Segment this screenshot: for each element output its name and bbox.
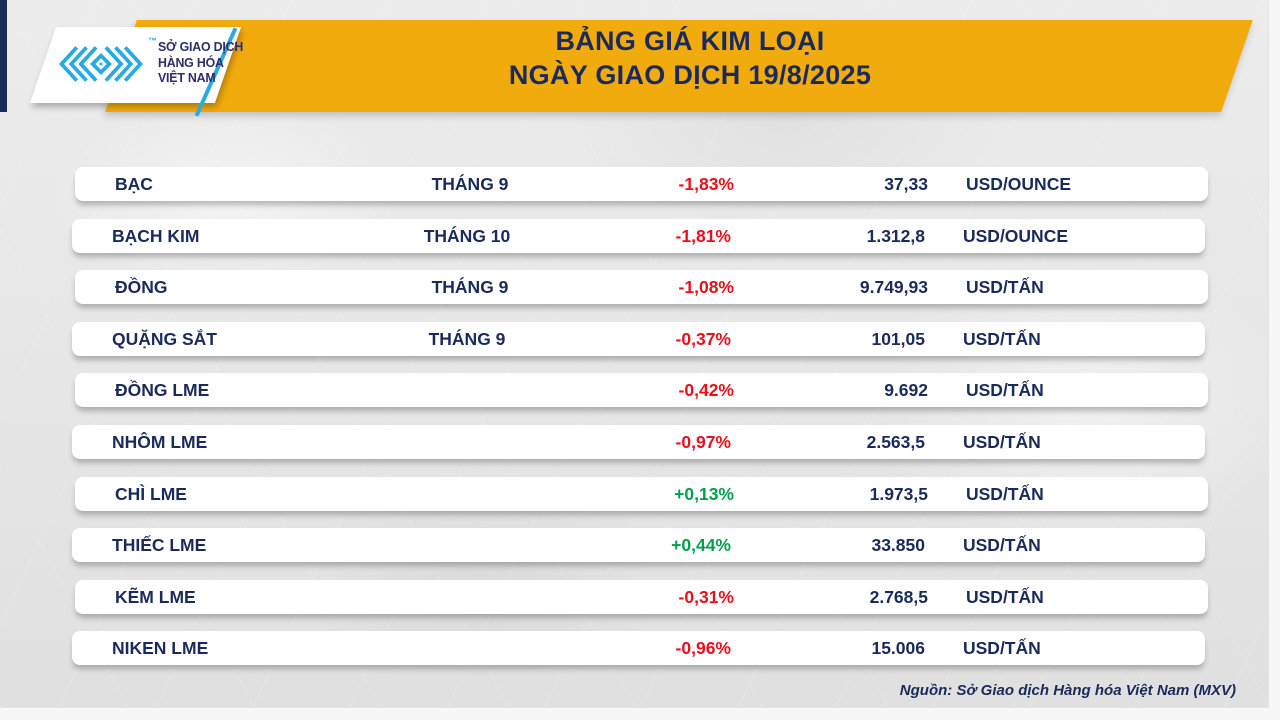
contract-month: THÁNG 9	[431, 277, 509, 297]
contract-month: THÁNG 9	[428, 329, 506, 349]
price-value: 37,33	[884, 174, 928, 194]
page-title: BẢNG GIÁ KIM LOẠI NGÀY GIAO DỊCH 19/8/20…	[340, 24, 1040, 108]
percent-change: -1,81%	[675, 226, 731, 246]
source-attribution: Nguồn: Sở Giao dịch Hàng hóa Việt Nam (M…	[899, 682, 1236, 699]
price-value: 1.312,8	[866, 226, 925, 246]
table-row: QUẶNG SẮT THÁNG 9 -0,37% 101,05 USD/TẤN	[72, 322, 1205, 356]
percent-change: -1,08%	[678, 277, 734, 297]
metal-name: CHÌ LME	[115, 484, 187, 504]
percent-change: -0,42%	[678, 380, 734, 400]
percent-change: -0,31%	[678, 587, 734, 607]
metal-name: QUẶNG SẮT	[112, 329, 217, 349]
price-unit: USD/TẤN	[966, 587, 1044, 607]
percent-change: -1,83%	[678, 174, 734, 194]
metal-name: BẠCH KIM	[112, 226, 200, 246]
price-value: 2.768,5	[869, 587, 928, 607]
percent-change: -0,96%	[675, 638, 731, 658]
percent-change: +0,13%	[674, 484, 734, 504]
table-row: NHÔM LME -0,97% 2.563,5 USD/TẤN	[72, 425, 1205, 459]
percent-change: -0,37%	[675, 329, 731, 349]
contract-month: THÁNG 9	[431, 174, 509, 194]
price-value: 1.973,5	[869, 484, 928, 504]
metal-name: ĐỒNG LME	[115, 380, 210, 400]
org-name-line2: HÀNG HÓA	[158, 54, 224, 70]
org-name: SỞ GIAO DỊCH HÀNG HÓA VIỆT NAM	[158, 39, 243, 86]
trademark-symbol: ™	[148, 36, 157, 46]
org-name-line1: SỞ GIAO DỊCH	[158, 39, 244, 54]
table-row: THIẾC LME +0,44% 33.850 USD/TẤN	[72, 528, 1205, 562]
org-name-line3: VIỆT NAM	[158, 70, 216, 85]
metal-name: ĐỒNG	[115, 277, 168, 297]
percent-change: -0,97%	[675, 432, 731, 452]
price-value: 2.563,5	[866, 432, 925, 452]
price-unit: USD/TẤN	[963, 535, 1041, 555]
price-unit: USD/TẤN	[966, 484, 1044, 504]
metal-name: NHÔM LME	[112, 432, 208, 452]
price-value: 101,05	[871, 329, 925, 349]
table-row: ĐỒNG THÁNG 9 -1,08% 9.749,93 USD/TẤN	[75, 270, 1208, 304]
price-unit: USD/TẤN	[963, 329, 1041, 349]
top-left-accent-bar	[0, 0, 7, 112]
contract-month: THÁNG 10	[423, 226, 511, 246]
price-unit: USD/TẤN	[963, 432, 1041, 452]
mxv-chevron-logo-icon	[58, 46, 144, 82]
price-unit: USD/OUNCE	[966, 174, 1072, 194]
price-unit: USD/TẤN	[966, 380, 1044, 400]
price-value: 33.850	[871, 535, 925, 555]
percent-change: +0,44%	[671, 535, 731, 555]
table-row: CHÌ LME +0,13% 1.973,5 USD/TẤN	[75, 477, 1208, 511]
table-row: NIKEN LME -0,96% 15.006 USD/TẤN	[72, 631, 1205, 665]
metal-name: KẼM LME	[115, 587, 196, 607]
page-title-line2: NGÀY GIAO DỊCH 19/8/2025	[508, 60, 872, 90]
page-title-line1: BẢNG GIÁ KIM LOẠI	[555, 26, 825, 56]
price-value: 9.749,93	[859, 277, 928, 297]
metal-name: THIẾC LME	[112, 535, 207, 555]
metal-name: NIKEN LME	[112, 638, 209, 658]
price-unit: USD/OUNCE	[963, 226, 1069, 246]
price-value: 15.006	[871, 638, 925, 658]
metal-name: BẠC	[115, 174, 153, 194]
table-row: KẼM LME -0,31% 2.768,5 USD/TẤN	[75, 580, 1208, 614]
table-row: BẠC THÁNG 9 -1,83% 37,33 USD/OUNCE	[75, 167, 1208, 201]
price-unit: USD/TẤN	[963, 638, 1041, 658]
table-row: ĐỒNG LME -0,42% 9.692 USD/TẤN	[75, 373, 1208, 407]
price-unit: USD/TẤN	[966, 277, 1044, 297]
price-value: 9.692	[884, 380, 928, 400]
table-row: BẠCH KIM THÁNG 10 -1,81% 1.312,8 USD/OUN…	[72, 219, 1205, 253]
